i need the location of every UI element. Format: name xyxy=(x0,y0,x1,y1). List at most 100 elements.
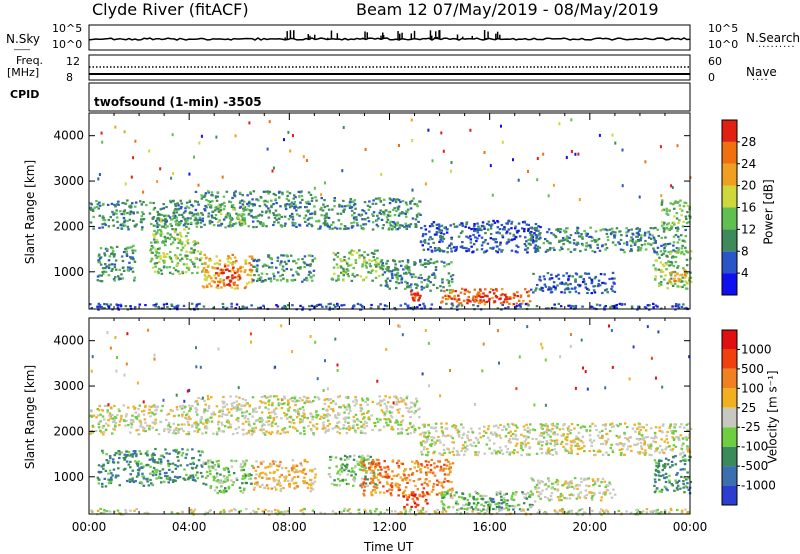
data-cell xyxy=(205,198,208,202)
data-cell xyxy=(524,248,527,251)
data-cell xyxy=(364,264,368,267)
data-cell xyxy=(243,219,247,223)
data-cell xyxy=(400,432,403,435)
data-cell xyxy=(352,415,356,418)
data-cell xyxy=(484,431,488,434)
data-cell xyxy=(101,485,104,488)
data-cell xyxy=(264,433,267,436)
data-cell xyxy=(295,410,298,413)
data-cell xyxy=(304,214,308,217)
data-cell xyxy=(624,436,627,440)
data-cell xyxy=(342,209,345,212)
data-cell xyxy=(252,466,255,469)
data-cell xyxy=(132,156,135,160)
data-cell xyxy=(301,418,305,421)
data-cell xyxy=(225,214,228,217)
data-cell xyxy=(308,270,311,273)
nsky-tick-bottom: 10^0 xyxy=(52,38,83,51)
data-cell xyxy=(252,259,255,262)
data-cell xyxy=(424,258,427,261)
data-cell xyxy=(479,436,482,439)
data-cell xyxy=(164,226,167,229)
data-cell xyxy=(313,186,316,190)
data-cell xyxy=(391,406,394,409)
data-cell xyxy=(276,425,280,428)
data-cell xyxy=(96,476,100,479)
data-cell xyxy=(153,238,156,241)
data-cell xyxy=(275,214,278,217)
data-cell xyxy=(89,206,93,209)
data-cell xyxy=(655,447,658,450)
data-cell xyxy=(667,243,670,246)
data-cell xyxy=(578,235,581,238)
data-cell xyxy=(469,128,472,132)
data-cell xyxy=(333,199,336,202)
data-cell xyxy=(581,236,584,239)
data-cell xyxy=(232,472,236,475)
data-cell xyxy=(315,220,318,223)
data-cell xyxy=(108,412,112,415)
data-cell xyxy=(226,408,229,411)
data-cell xyxy=(167,421,171,425)
data-cell xyxy=(690,250,693,253)
data-cell xyxy=(350,209,354,212)
data-cell xyxy=(687,448,690,451)
data-cell xyxy=(531,239,535,242)
data-cell xyxy=(127,228,130,231)
data-cell xyxy=(256,279,259,282)
data-cell xyxy=(549,430,553,433)
data-cell xyxy=(142,477,146,480)
data-cell xyxy=(558,240,561,243)
data-cell xyxy=(589,235,593,238)
data-cell xyxy=(594,230,598,233)
data-cell xyxy=(482,225,486,228)
data-cell xyxy=(644,429,648,432)
data-cell xyxy=(251,220,255,223)
data-cell xyxy=(215,135,218,139)
data-cell xyxy=(339,212,343,215)
data-cell xyxy=(230,205,234,208)
data-cell xyxy=(222,195,226,198)
data-cell xyxy=(132,219,135,222)
data-cell xyxy=(361,218,364,221)
data-cell xyxy=(90,410,93,413)
data-cell xyxy=(270,423,273,426)
data-cell xyxy=(453,294,456,298)
data-cell xyxy=(214,468,217,471)
data-cell xyxy=(422,233,425,236)
data-cell xyxy=(621,448,624,451)
data-cell xyxy=(229,221,232,224)
data-cell xyxy=(168,428,172,431)
data-cell xyxy=(443,261,446,264)
data-cell xyxy=(535,227,539,230)
data-cell xyxy=(542,242,545,245)
data-cell xyxy=(454,425,458,428)
data-cell xyxy=(574,278,577,281)
data-cell xyxy=(294,204,297,207)
data-cell xyxy=(580,242,584,246)
data-cell xyxy=(205,425,208,428)
data-cell xyxy=(305,209,309,212)
data-cell xyxy=(659,445,662,448)
data-cell xyxy=(269,280,273,283)
data-cell xyxy=(399,212,403,215)
data-cell xyxy=(163,253,166,256)
data-cell xyxy=(111,460,115,464)
data-cell xyxy=(401,200,405,203)
data-cell xyxy=(662,223,666,226)
data-cell xyxy=(393,260,396,263)
data-cell xyxy=(681,276,685,279)
data-cell xyxy=(343,225,347,228)
data-cell xyxy=(553,431,556,434)
data-cell xyxy=(112,427,115,430)
data-cell xyxy=(299,432,302,435)
data-cell xyxy=(155,219,158,222)
data-cell xyxy=(104,428,108,432)
data-cell xyxy=(370,414,373,417)
data-cell xyxy=(259,428,262,431)
data-cell xyxy=(291,218,295,221)
data-cell xyxy=(217,423,220,426)
data-cell xyxy=(302,482,306,485)
data-cell xyxy=(391,276,394,280)
data-cell xyxy=(577,448,580,451)
